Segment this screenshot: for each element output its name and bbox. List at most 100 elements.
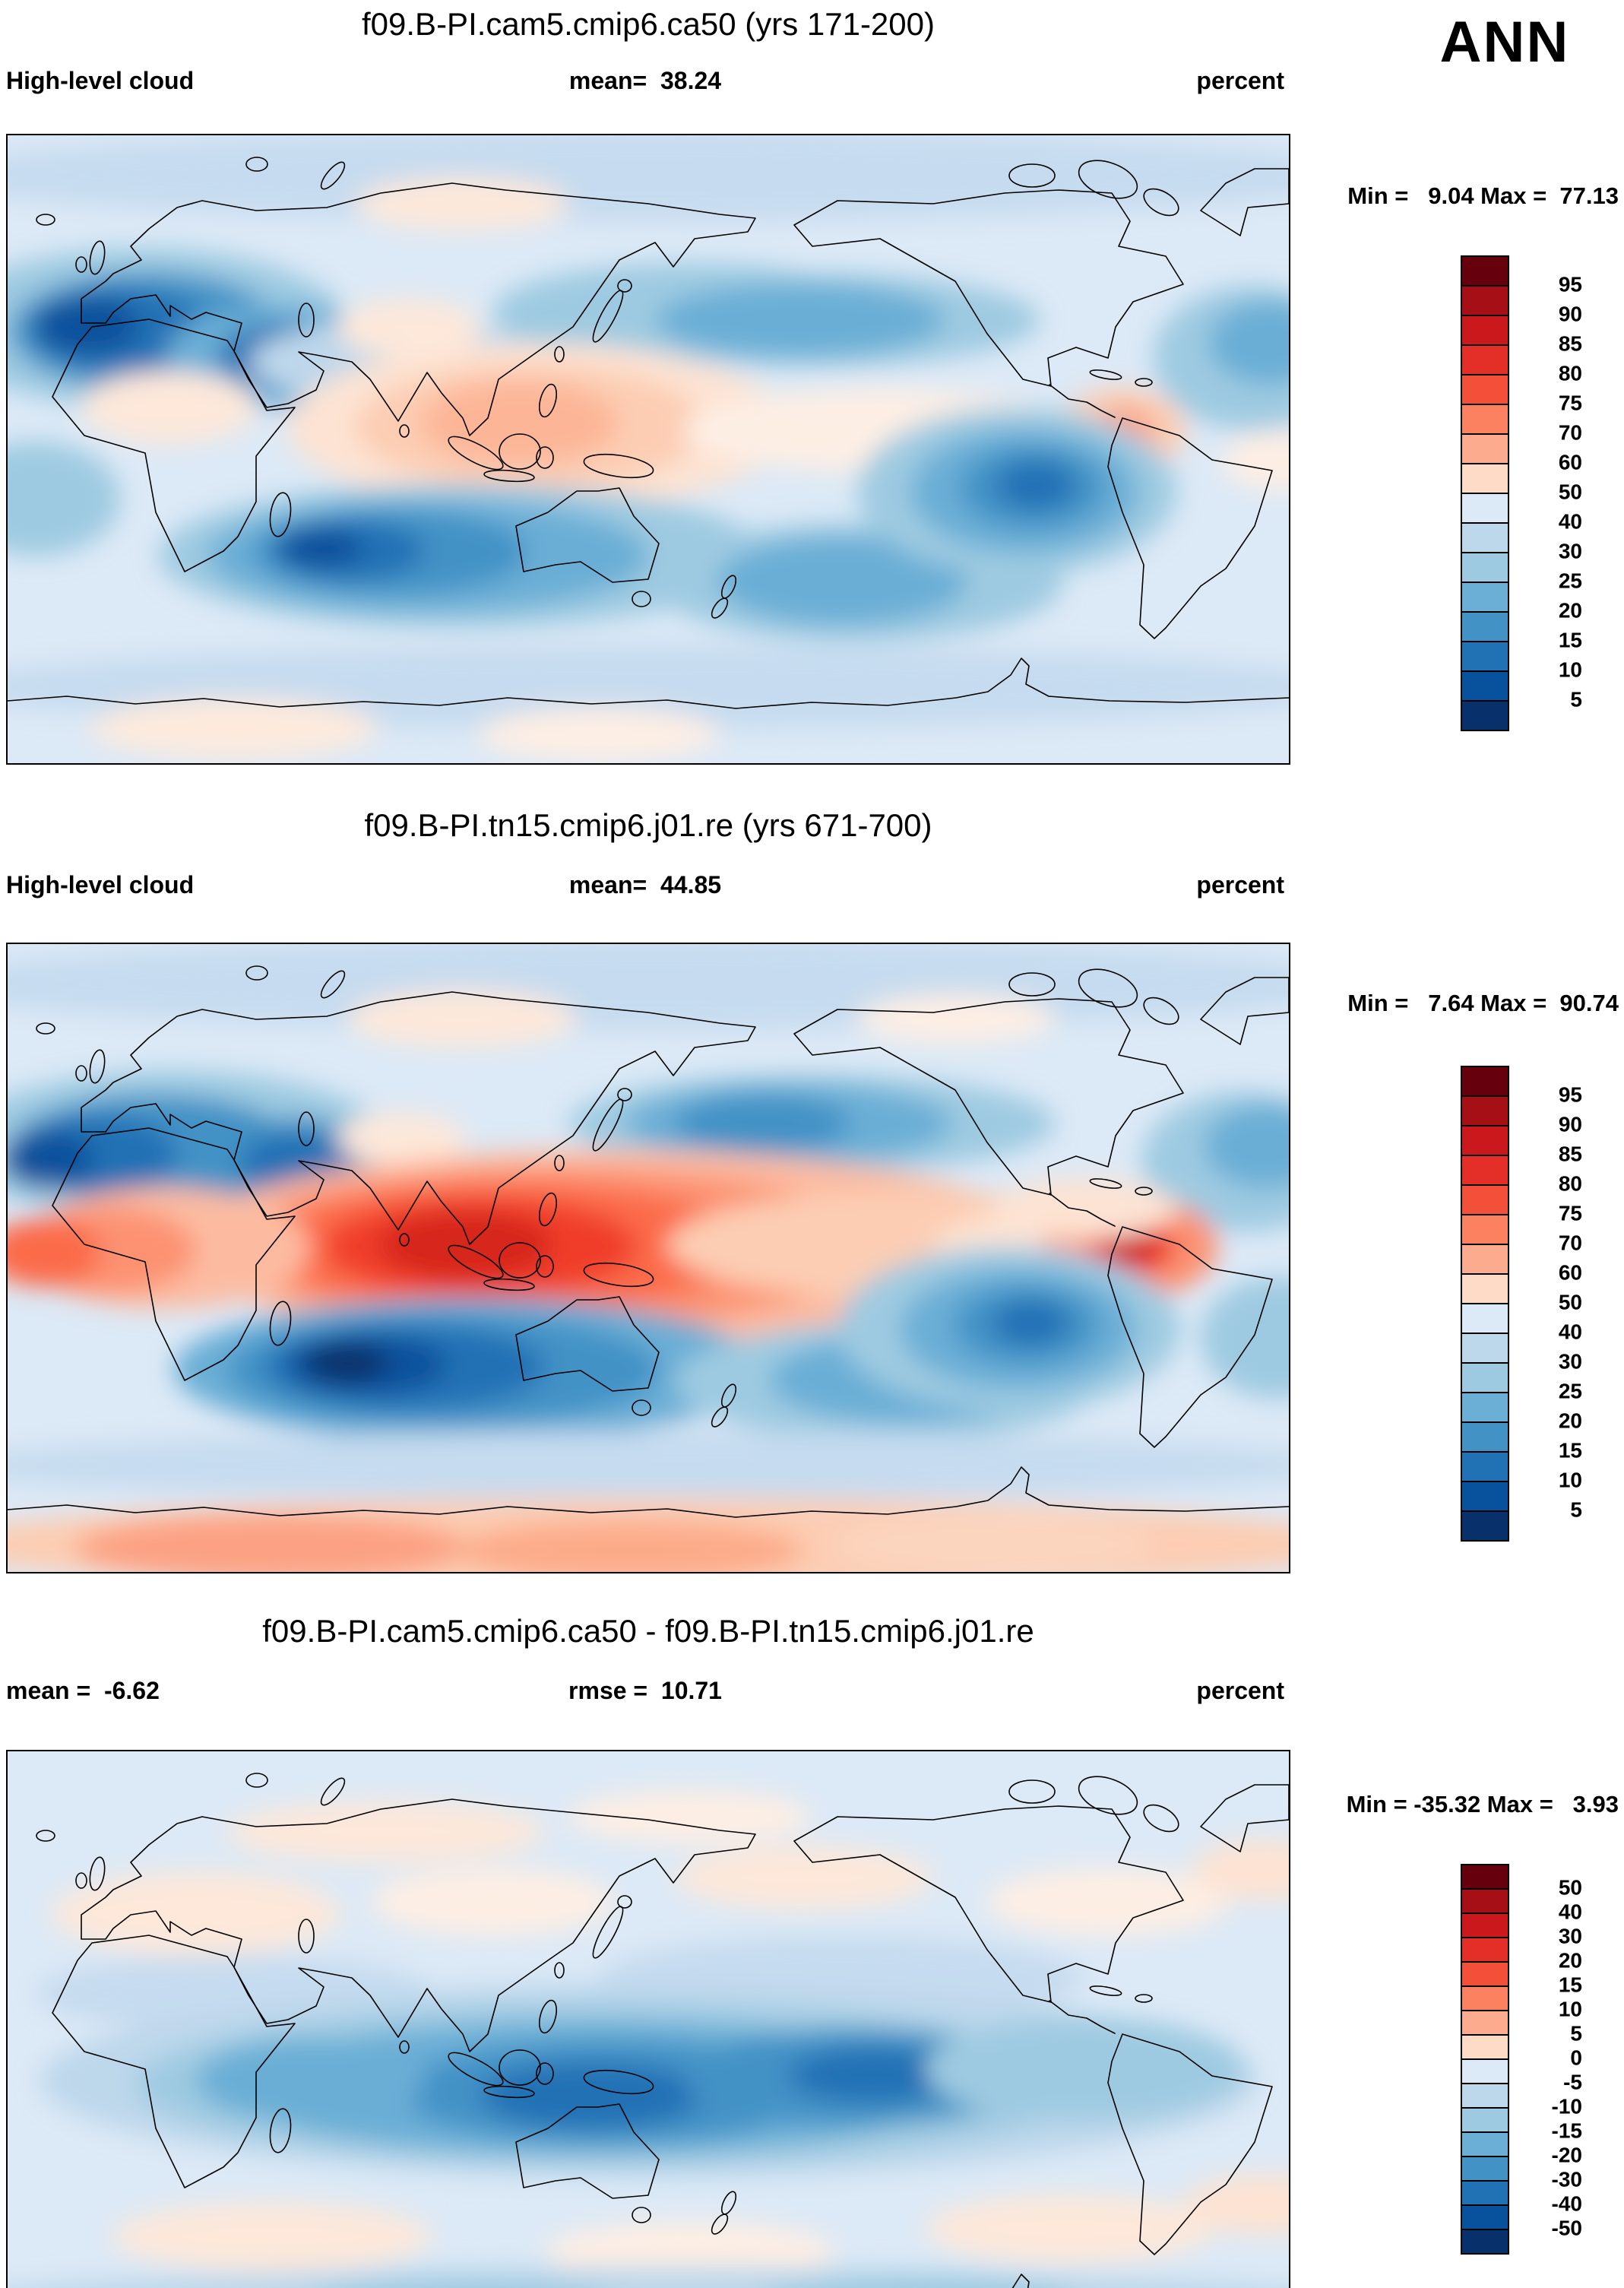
colorbar-box	[1461, 255, 1509, 287]
colorbar-tick-label: -5	[1563, 2070, 1582, 2094]
colorbar-box	[1461, 552, 1509, 583]
contour-blob	[337, 299, 481, 357]
map-panel-1	[6, 134, 1290, 765]
contour-blob	[656, 284, 945, 357]
colorbar-box	[1461, 1155, 1509, 1186]
contour-blob	[675, 1846, 933, 1909]
contour-blob	[52, 1871, 340, 1955]
contour-blob	[926, 2195, 1214, 2263]
colorbar-tick-label: 70	[1558, 420, 1582, 445]
colorbar-box	[1461, 404, 1509, 435]
contour-blob	[337, 1113, 466, 1165]
colorbar-box	[1461, 1961, 1509, 1987]
contour-blob	[926, 2017, 1245, 2121]
units-label: percent	[1196, 871, 1284, 898]
colorbar-tick-label: 50	[1558, 1290, 1582, 1314]
colorbar-tick-label: 70	[1558, 1231, 1582, 1255]
colorbar-box	[1461, 2156, 1509, 2182]
colorbar-box	[1461, 700, 1509, 731]
colorbar-tick-label: -15	[1551, 2118, 1582, 2143]
colorbar-box	[1461, 1864, 1509, 1890]
contour-blob	[6, 134, 1290, 221]
panel-title: f09.B-PI.cam5.cmip6.ca50 (yrs 171-200)	[362, 6, 935, 42]
field-contours	[6, 943, 1290, 1573]
map-frame	[6, 1750, 1290, 2288]
colorbar-box	[1461, 315, 1509, 346]
colorbar-tick-label: 15	[1558, 628, 1582, 652]
minmax-label: Min = 9.04 Max = 77.13	[1347, 182, 1619, 209]
colorbar-box	[1461, 2083, 1509, 2109]
colorbar-tick-label: -30	[1551, 2167, 1582, 2191]
colorbar-box	[1461, 1333, 1509, 1364]
map-panel-2	[6, 943, 1290, 1573]
mean-label: mean= 38.24	[568, 67, 722, 94]
contour-blob	[280, 528, 363, 568]
colorbar-tick-label: 15	[1558, 1973, 1582, 1997]
colorbar-tick-label: 50	[1558, 1875, 1582, 1900]
field-contours	[6, 134, 1290, 761]
colorbar-box	[1461, 2180, 1509, 2206]
colorbar-tick-label: 75	[1558, 391, 1582, 415]
contour-blob	[33, 296, 139, 354]
colorbar-box	[1461, 1244, 1509, 1275]
contour-blob	[420, 381, 618, 464]
contour-blob	[346, 2280, 578, 2288]
contour-blob	[196, 2039, 424, 2122]
contour-blob	[305, 1343, 388, 1383]
colorbar-box	[1461, 493, 1509, 524]
field-contours	[12, 1790, 1290, 2288]
colorbar-box	[1461, 463, 1509, 494]
contour-map	[6, 943, 1290, 1573]
colorbar-tick-label: 90	[1558, 302, 1582, 326]
panel-title: f09.B-PI.tn15.cmip6.j01.re (yrs 671-700)	[364, 807, 932, 843]
colorbar-tick-label: 10	[1558, 1468, 1582, 1492]
contour-blob	[996, 461, 1075, 509]
colorbar-box	[1461, 1362, 1509, 1393]
contour-blob	[371, 1868, 614, 1936]
contour-blob	[226, 1802, 546, 1862]
colorbar-box	[1461, 2131, 1509, 2157]
contour-blob	[6, 442, 120, 556]
contour-blob	[1201, 1277, 1290, 1399]
contour-blob	[1222, 430, 1290, 491]
colorbar-box	[1461, 433, 1509, 464]
colorbar-box	[1461, 2229, 1509, 2255]
variable-label: High-level cloud	[6, 67, 195, 94]
contour-blob	[1184, 2174, 1290, 2235]
colorbar-tick-label: 20	[1558, 1409, 1582, 1433]
colorbar-tick-label: 30	[1558, 1924, 1582, 1948]
colorbar-tick-label: 5	[1570, 1497, 1582, 1522]
contour-blob	[675, 1095, 850, 1152]
colorbar-tick-label: 40	[1558, 509, 1582, 534]
colorbar-tick-label: 25	[1558, 569, 1582, 593]
minmax-label: Min = -35.32 Max = 3.93	[1346, 1791, 1619, 1817]
colorbar-box	[1461, 1421, 1509, 1453]
colorbar-tick-label: -10	[1551, 2094, 1582, 2118]
colorbar: 95 90 85 80 75 70 60 50 40 30 25 20 15 10 5	[1461, 1066, 1582, 1542]
colorbar-tick-label: 40	[1558, 1900, 1582, 1924]
colorbar-tick-label: 95	[1558, 272, 1582, 296]
colorbar-tick-label: -40	[1551, 2191, 1582, 2216]
colorbar-tick-label: 85	[1558, 1142, 1582, 1166]
map-panel-3	[6, 1750, 1290, 2288]
colorbar-box	[1461, 285, 1509, 316]
contour-blob	[90, 698, 378, 759]
colorbar-box	[1461, 1451, 1509, 1482]
colorbar-tick-label: 10	[1558, 1997, 1582, 2021]
colorbar-tick-label: 10	[1558, 658, 1582, 682]
colorbar-box	[1461, 1888, 1509, 1914]
colorbar-box	[1461, 2034, 1509, 2060]
colorbar-box	[1461, 344, 1509, 376]
variable-label: High-level cloud	[6, 871, 195, 898]
contour-blob	[986, 1868, 1230, 1936]
units-label: percent	[1196, 1677, 1284, 1704]
map-frame	[6, 943, 1290, 1573]
contour-blob	[1204, 1104, 1290, 1188]
contour-blob	[568, 1790, 812, 1843]
contour-blob	[1208, 301, 1290, 385]
colorbar-tick-label: 90	[1558, 1112, 1582, 1136]
colorbar-tick-label: 5	[1570, 2021, 1582, 2046]
colorbar-box	[1461, 641, 1509, 672]
colorbar-box	[1461, 670, 1509, 702]
colorbar-tick-label: 5	[1570, 687, 1582, 711]
